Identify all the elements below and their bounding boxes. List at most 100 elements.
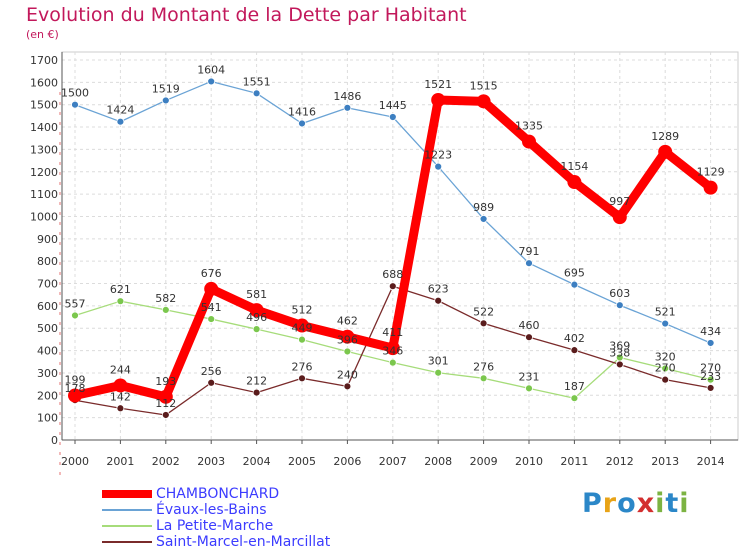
series-layer — [68, 77, 718, 419]
data-label: 1486 — [333, 90, 361, 103]
data-point — [343, 103, 352, 112]
data-point — [661, 375, 670, 384]
data-label: 256 — [201, 365, 222, 378]
x-tick-label: 2011 — [560, 455, 588, 468]
data-label: 434 — [700, 325, 721, 338]
x-tick-label: 2010 — [515, 455, 543, 468]
y-tick-label: 1300 — [30, 143, 58, 156]
data-label: 1416 — [288, 105, 316, 118]
data-point — [298, 374, 306, 383]
data-label: 688 — [382, 268, 403, 281]
data-label: 997 — [609, 195, 630, 208]
y-tick-label: 400 — [37, 345, 58, 358]
data-label: 1515 — [470, 79, 498, 92]
data-point — [207, 315, 216, 323]
y-tick-label: 700 — [37, 278, 58, 291]
data-point — [204, 281, 219, 296]
data-point — [298, 335, 306, 344]
data-label: 522 — [473, 305, 494, 318]
data-point — [615, 301, 624, 310]
data-point — [340, 329, 355, 344]
legend-label: CHAMBONCHARD — [156, 486, 280, 502]
data-point — [476, 94, 491, 109]
data-label: 276 — [473, 360, 494, 373]
data-label: 1445 — [379, 99, 407, 112]
data-labels: 1500 1424 1519 1604 1551 1416 1486 1445 1223 989 7… — [61, 63, 725, 410]
data-label: 512 — [292, 304, 313, 317]
data-label: 449 — [292, 322, 313, 335]
data-label: 396 — [337, 333, 358, 346]
data-point — [161, 306, 170, 314]
data-point — [249, 303, 264, 318]
data-label: 276 — [292, 360, 313, 373]
data-label: 1129 — [697, 166, 725, 179]
x-tick-label: 2008 — [424, 455, 452, 468]
data-point — [252, 89, 261, 98]
legend-swatch-chambonchard — [102, 490, 152, 498]
series-chambonchard — [68, 93, 718, 404]
y-tick-label: 800 — [37, 255, 58, 268]
data-point — [388, 113, 397, 121]
data-point — [116, 404, 125, 413]
legend-swatch-petite-marche — [102, 525, 152, 527]
series-saint-marcel-en-marcillat — [71, 282, 715, 419]
data-label: 1289 — [651, 130, 679, 143]
x-tick-label: 2013 — [651, 455, 679, 468]
data-label: 270 — [655, 362, 676, 375]
data-label: 1335 — [515, 120, 543, 133]
y-tick-label: 600 — [37, 300, 58, 313]
x-tick-label: 2002 — [152, 455, 180, 468]
data-label: 557 — [65, 297, 86, 310]
x-tick-label: 2005 — [288, 455, 316, 468]
data-point — [479, 374, 488, 383]
data-label: 1551 — [243, 75, 271, 88]
x-tick-label: 2006 — [333, 455, 361, 468]
x-tick-label: 2004 — [243, 455, 271, 468]
data-point — [703, 180, 718, 195]
data-label: 496 — [246, 311, 267, 324]
y-tick-label: 1400 — [30, 121, 58, 134]
data-label: 1604 — [197, 63, 225, 76]
y-tick-label: 500 — [37, 322, 58, 335]
data-label: 623 — [428, 283, 449, 296]
data-label: 462 — [337, 315, 358, 328]
x-tick-label: 2001 — [106, 455, 134, 468]
data-label: 301 — [428, 355, 449, 368]
chart-title: Evolution du Montant de la Dette par Hab… — [26, 4, 467, 26]
data-point — [525, 333, 533, 342]
data-label: 1223 — [424, 149, 452, 162]
x-tick-label: 2000 — [61, 455, 89, 468]
data-point — [298, 119, 306, 128]
legend-label: La Petite-Marche — [156, 518, 274, 534]
x-tick-label: 2014 — [697, 455, 725, 468]
legend-label: Saint-Marcel-en-Marcillat — [156, 534, 331, 550]
data-point — [612, 210, 627, 225]
data-label: 1519 — [152, 82, 180, 95]
data-point — [615, 360, 624, 369]
data-point — [434, 368, 443, 377]
data-point — [207, 378, 216, 387]
data-label: 1154 — [560, 160, 588, 173]
data-label: 460 — [519, 319, 540, 332]
data-label: 582 — [155, 292, 176, 305]
data-label: 989 — [473, 201, 494, 214]
y-tick-label: 1500 — [30, 99, 58, 112]
legend-item-saint-marcel: Saint-Marcel-en-Marcillat — [102, 534, 330, 550]
data-point — [116, 117, 125, 126]
y-tick-label: 200 — [37, 389, 58, 402]
chart-subtitle: (en €) — [26, 28, 59, 41]
data-point — [161, 411, 170, 419]
legend-item-petite-marche: La Petite-Marche — [102, 518, 330, 534]
data-label: 695 — [564, 267, 585, 280]
y-tick-label: 1100 — [30, 188, 58, 201]
x-tick-label: 2003 — [197, 455, 225, 468]
data-point — [252, 325, 261, 334]
data-point — [431, 93, 446, 108]
data-label: 212 — [246, 375, 267, 388]
data-point — [388, 282, 397, 291]
data-label: 244 — [110, 363, 131, 376]
legend-item-evaux: Évaux-les-Bains — [102, 502, 330, 518]
data-label: 369 — [609, 340, 630, 353]
data-label: 270 — [700, 362, 721, 375]
